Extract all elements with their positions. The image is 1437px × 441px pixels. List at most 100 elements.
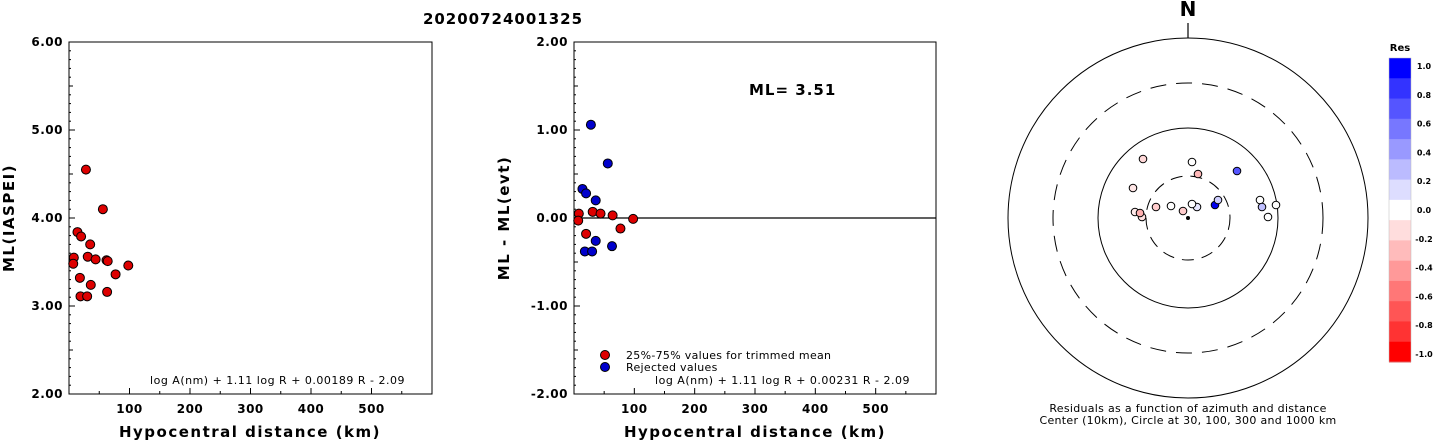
station-point [102, 256, 113, 267]
station-point [80, 164, 91, 175]
legend-marker-trimmed [600, 350, 610, 360]
colorbar-tick-label: 0.4 [1417, 148, 1432, 157]
colorbar-tick-label: -0.8 [1415, 321, 1433, 330]
colorbar-frame [1388, 57, 1412, 363]
x-tick-label: 100 [116, 402, 143, 416]
tick-layer: 100 200 300 400 500 -2.00 -1.00 0.00 1.00 2.00 [531, 35, 907, 416]
map-station-marker [1187, 157, 1197, 167]
residual-point [602, 158, 613, 169]
ml-annotation: ML= 3.51 [749, 81, 836, 99]
x-tick-label: 100 [621, 402, 648, 416]
station-point [85, 239, 96, 250]
map-station-marker [1263, 212, 1273, 222]
map-caption-line2: Center (10km), Circle at 30, 100, 300 an… [1039, 414, 1336, 427]
station-point [102, 286, 113, 297]
station-point [123, 260, 134, 271]
north-label: N [1180, 0, 1197, 21]
ml-distance-panel: 100 200 300 400 500 2.00 3.00 4.00 5.00 6.00 ML(I… [0, 35, 433, 441]
residual-point [590, 195, 601, 206]
colorbar-title: Res [1390, 43, 1410, 54]
residual-point [607, 241, 618, 252]
colorbar-tick-label: 0.2 [1417, 177, 1431, 186]
colorbar-tick-label: 0.0 [1417, 206, 1432, 215]
colorbar-tick-label: 0.8 [1417, 91, 1432, 100]
colorbar-swatch [1389, 301, 1411, 322]
residual-point [607, 210, 618, 221]
map-station-marker [1255, 195, 1265, 205]
distance-circle-100km [1097, 127, 1279, 309]
colorbar-swatch [1389, 321, 1411, 343]
colorbar-swatch [1389, 199, 1411, 221]
colorbar-swatch [1389, 118, 1411, 140]
legend-label-trimmed: 25%-75% values for trimmed mean [626, 349, 831, 362]
station-point [97, 204, 108, 215]
map-caption-line1: Residuals as a function of azimuth and d… [1049, 402, 1326, 415]
map-station-marker [1138, 154, 1148, 164]
colorbar-tick-label: -1.0 [1415, 350, 1433, 359]
colorbar-swatches [1388, 57, 1412, 363]
station-point [110, 269, 121, 280]
ml-residual-panel: 100 200 300 400 500 -2.00 -1.00 0.00 1.00 2.00 ML… [495, 35, 937, 441]
colorbar-tick-label: 0.6 [1417, 120, 1432, 129]
map-station-marker [1128, 183, 1138, 193]
x-tick-label: 500 [862, 402, 889, 416]
y-tick-label: 6.00 [31, 35, 63, 49]
y-tick-label: 4.00 [31, 211, 63, 225]
colorbar-swatch [1389, 260, 1411, 282]
colorbar-swatch [1389, 58, 1411, 79]
residual-point [581, 228, 592, 239]
map-station-marker [1257, 202, 1267, 212]
map-station-marker [1151, 202, 1161, 212]
colorbar-swatch [1389, 240, 1411, 262]
station-point [74, 272, 85, 283]
colorbar-tick-label: -0.2 [1415, 235, 1433, 244]
station-layer [1128, 154, 1281, 222]
colorbar-tick-label: -0.6 [1415, 292, 1433, 301]
map-station-marker [1135, 208, 1145, 218]
colorbar-swatch [1389, 159, 1411, 181]
station-point [90, 254, 101, 265]
y-axis-label: ML(IASPEI) [0, 164, 18, 272]
colorbar-swatch [1389, 139, 1411, 160]
colorbar-tick-label: 1.0 [1417, 62, 1432, 71]
colorbar-swatch [1389, 78, 1411, 100]
residual-point [590, 235, 601, 246]
figure-title: 20200724001325 [423, 10, 583, 28]
map-station-marker [1178, 206, 1188, 216]
y-tick-label: -1.00 [531, 299, 568, 313]
residual-point [573, 215, 584, 226]
colorbar-swatch [1389, 220, 1411, 241]
x-tick-label: 400 [802, 402, 829, 416]
residual-colorbar: Res 1.0 0.8 0.6 0.4 0.2 0.0 -0.2 -0.4 -0.6 -0.8 -1… [1388, 43, 1433, 363]
tick-layer: 100 200 300 400 500 2.00 3.00 4.00 5.00 6.00 [31, 35, 403, 416]
y-axis-label: ML - ML(evt) [495, 156, 513, 280]
distance-circle-1000km [1007, 37, 1369, 399]
station-point [82, 291, 93, 302]
magnitude-formula: log A(nm) + 1.11 log R + 0.00231 R - 2.0… [655, 374, 910, 387]
x-tick-label: 300 [742, 402, 769, 416]
magnitude-formula: log A(nm) + 1.11 log R + 0.00189 R - 2.0… [150, 374, 405, 387]
point-layer [68, 164, 134, 302]
map-station-marker [1213, 195, 1223, 205]
x-tick-label: 400 [298, 402, 325, 416]
colorbar-tick-label: -0.4 [1415, 264, 1433, 273]
map-station-marker [1271, 200, 1281, 210]
residual-point [581, 188, 592, 199]
residual-map: N Residuals as a function of azimuth and… [1007, 0, 1369, 427]
legend-marker-rejected [600, 362, 610, 372]
y-tick-label: 2.00 [31, 387, 63, 401]
map-station-marker [1187, 199, 1197, 209]
y-tick-label: 3.00 [31, 299, 63, 313]
x-tick-label: 200 [681, 402, 708, 416]
y-tick-label: 2.00 [536, 35, 568, 49]
x-tick-label: 200 [177, 402, 204, 416]
colorbar-swatch [1389, 179, 1411, 201]
x-tick-label: 500 [358, 402, 385, 416]
legend-label-rejected: Rejected values [626, 361, 718, 374]
residual-point [585, 119, 596, 130]
residual-point [587, 246, 598, 257]
station-point [76, 231, 87, 242]
station-point [85, 279, 96, 290]
map-station-marker [1166, 201, 1176, 211]
